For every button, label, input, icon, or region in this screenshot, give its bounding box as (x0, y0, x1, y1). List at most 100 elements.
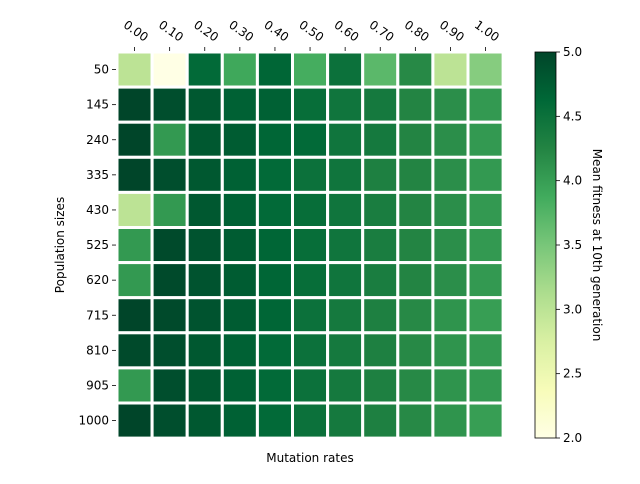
x-tick-label: 0.60 (332, 18, 362, 45)
heatmap-cell (220, 366, 259, 405)
x-tick-label: 0.90 (437, 18, 467, 45)
heatmap-cell (220, 226, 259, 265)
heatmap-cell (466, 85, 505, 124)
heatmap-cell (361, 190, 400, 229)
heatmap-cell (466, 120, 505, 159)
heatmap-cell (326, 190, 365, 229)
heatmap-cell (361, 85, 400, 124)
heatmap-cell (291, 296, 330, 335)
heatmap-cell (185, 261, 224, 300)
x-tick-label: 0.00 (121, 18, 151, 45)
heatmap-cell (150, 50, 189, 89)
heatmap-cell (431, 366, 470, 405)
heatmap-cell (255, 296, 294, 335)
heatmap-cell (255, 120, 294, 159)
heatmap-cell (431, 261, 470, 300)
heatmap-cell (150, 331, 189, 370)
x-tick-label: 0.80 (402, 18, 432, 45)
heatmap-cell (150, 120, 189, 159)
heatmap-cell (255, 50, 294, 89)
heatmap-cell (150, 261, 189, 300)
heatmap-cell (150, 190, 189, 229)
y-tick-label: 620 (86, 273, 109, 287)
heatmap-cell (255, 155, 294, 194)
heatmap-cell (466, 401, 505, 440)
y-tick-label: 905 (86, 378, 109, 392)
heatmap-cell (220, 85, 259, 124)
heatmap-cell (466, 226, 505, 265)
heatmap-cell (431, 120, 470, 159)
heatmap-cell (466, 190, 505, 229)
heatmap-cell (396, 331, 435, 370)
heatmap-cell (326, 296, 365, 335)
heatmap-cell (115, 155, 154, 194)
heatmap-cell (220, 120, 259, 159)
colorbar-ticks: 2.0 2.5 3.0 3.5 4.0 4.5 5.0 (556, 45, 582, 445)
heatmap-cell (396, 366, 435, 405)
heatmap-cell (431, 296, 470, 335)
heatmap-cells (115, 50, 505, 440)
heatmap-cell (396, 50, 435, 89)
heatmap-cell (185, 85, 224, 124)
y-tick-label: 810 (86, 343, 109, 357)
heatmap-cell (255, 401, 294, 440)
heatmap-cell (361, 226, 400, 265)
heatmap-cell (431, 226, 470, 265)
heatmap-cell (291, 331, 330, 370)
heatmap-cell (396, 190, 435, 229)
y-tick-label: 525 (86, 238, 109, 252)
x-tick-labels: 0.00 0.10 0.20 0.30 0.40 0.50 0.60 0.70 0.80 0.90… (121, 18, 502, 51)
heatmap-cell (291, 366, 330, 405)
y-tick-label: 1000 (78, 414, 109, 428)
colorbar-tick-label: 5.0 (563, 45, 582, 59)
heatmap-cell (291, 261, 330, 300)
heatmap-cell (466, 50, 505, 89)
x-tick-label: 0.20 (191, 18, 221, 45)
heatmap-cell (431, 190, 470, 229)
y-axis-label: Population sizes (53, 197, 67, 293)
heatmap-cell (466, 331, 505, 370)
heatmap-cell (326, 261, 365, 300)
heatmap-cell (326, 50, 365, 89)
heatmap-cell (291, 190, 330, 229)
heatmap-cell (326, 331, 365, 370)
x-tick-label: 0.50 (296, 18, 326, 45)
colorbar-tick-label: 2.5 (563, 367, 582, 381)
heatmap-cell (185, 155, 224, 194)
heatmap-cell (150, 401, 189, 440)
colorbar-label: Mean fitness at 10th generation (590, 149, 604, 342)
heatmap-cell (291, 226, 330, 265)
heatmap-cell (361, 401, 400, 440)
x-axis-label: Mutation rates (266, 451, 353, 465)
heatmap-cell (466, 261, 505, 300)
heatmap-cell (150, 155, 189, 194)
heatmap-cell (185, 226, 224, 265)
heatmap-cell (466, 155, 505, 194)
colorbar-gradient (534, 51, 557, 439)
heatmap-cell (396, 120, 435, 159)
heatmap-cell (115, 366, 154, 405)
heatmap-cell (115, 401, 154, 440)
heatmap-cell (115, 226, 154, 265)
heatmap-cell (115, 261, 154, 300)
heatmap-cell (326, 120, 365, 159)
colorbar-tick-label: 4.0 (563, 174, 582, 188)
heatmap-cell (326, 226, 365, 265)
colorbar-tick-label: 3.0 (563, 302, 582, 316)
colorbar-tick-label: 2.0 (563, 431, 582, 445)
heatmap-cell (255, 85, 294, 124)
heatmap-cell (115, 331, 154, 370)
heatmap-cell (185, 190, 224, 229)
heatmap-cell (361, 331, 400, 370)
y-tick-label: 335 (86, 168, 109, 182)
heatmap-cell (431, 50, 470, 89)
x-tick-label: 0.70 (367, 18, 397, 45)
x-tick-label: 0.40 (261, 18, 291, 45)
heatmap-cell (220, 155, 259, 194)
heatmap-cell (115, 85, 154, 124)
heatmap-cell (115, 190, 154, 229)
heatmap-cell (255, 366, 294, 405)
x-tick-label: 0.30 (226, 18, 256, 45)
heatmap-cell (291, 85, 330, 124)
